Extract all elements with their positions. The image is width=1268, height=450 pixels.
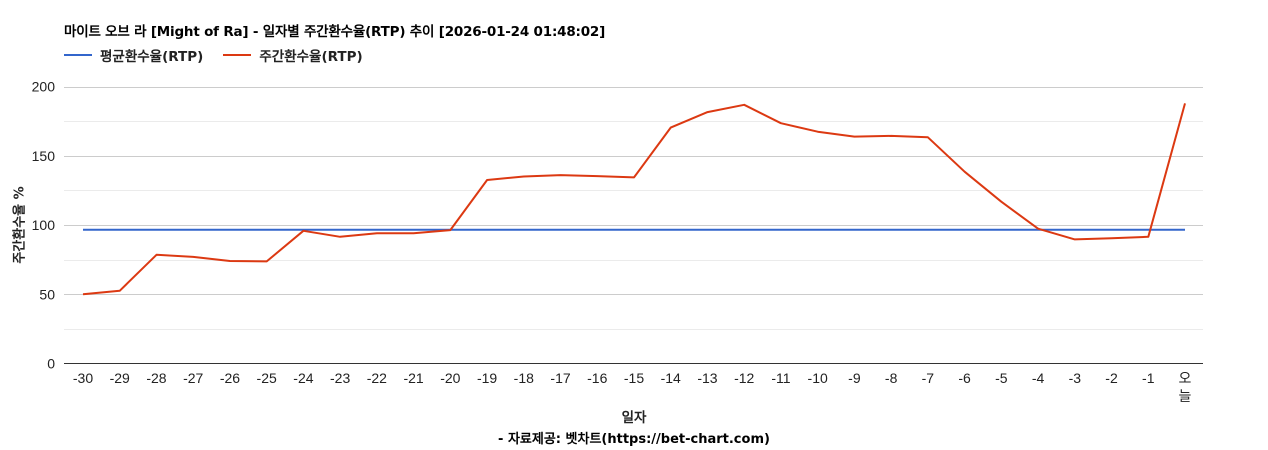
x-tick-label: -22 [367,370,387,386]
legend: 평균환수율(RTP) 주간환수율(RTP) [64,45,383,65]
x-tick-label: -27 [183,370,203,386]
x-tick-label: -10 [808,370,828,386]
x-axis-ticks: -30 -29 -28 -27 -26 -25 -24 -23 -22 -21 -20 -19 -18-… [73,370,1192,404]
x-tick-label: -23 [330,370,350,386]
x-axis-title-text: 일자 [621,410,647,426]
x-tick-label: -5 [995,370,1008,386]
y-axis-ticks: 0 50 100 150 200 [32,79,56,372]
legend-item-average-rtp[interactable]: 평균환수율(RTP) [64,45,203,65]
x-tick-label: -3 [1069,370,1082,386]
x-tick-label: -11 [771,370,790,386]
legend-swatch-weekly [223,54,252,56]
series-lines [82,103,1186,296]
x-tick-label: -25 [257,370,277,386]
x-tick-label: -6 [958,370,971,386]
x-tick-label: -17 [550,370,570,386]
x-tick-label: -21 [403,370,423,386]
x-tick-label: -20 [440,370,460,386]
x-tick-label: -19 [477,370,497,386]
x-tick-label: -24 [293,370,313,386]
weekly-rtp-line[interactable] [82,103,1186,296]
x-tick-label: 오 [1179,370,1192,386]
x-tick-label: -29 [110,370,130,386]
y-tick-label: 50 [39,286,55,302]
x-tick-label: -30 [73,370,93,386]
legend-swatch-average [64,54,92,56]
x-tick-label: -8 [885,370,898,386]
y-tick-label: 200 [32,79,56,95]
x-tick-label: -9 [848,370,861,386]
x-tick-label: -16 [587,370,607,386]
y-tick-label: 150 [32,148,56,164]
x-tick-label: -15 [624,370,644,386]
chart-title: 마이트 오브 라 [Might of Ra] - 일자별 주간환수율(RTP) … [64,24,606,40]
legend-item-weekly-rtp[interactable]: 주간환수율(RTP) [223,45,363,65]
y-tick-label: 0 [47,356,55,372]
x-tick-label: 늘 [1179,388,1192,404]
x-tick-label: -18 [514,370,534,386]
x-tick-label: -2 [1105,370,1118,386]
data-source-credit: - 자료제공: 벳차트(https://bet-chart.com) [498,432,770,447]
x-tick-label: -26 [220,370,240,386]
legend-label-average: 평균환수율(RTP) [100,49,204,65]
gridlines [64,87,1203,330]
x-tick-label: -28 [146,370,166,386]
x-axis-title: 일자 [0,406,1268,426]
x-tick-label: -13 [697,370,717,386]
x-tick-label: -1 [1142,370,1155,386]
x-tick-label: -7 [922,370,935,386]
x-tick-label: -14 [661,370,681,386]
legend-label-weekly: 주간환수율(RTP) [259,49,363,65]
x-tick-label: -12 [734,370,754,386]
x-tick-label: -4 [1032,370,1045,386]
y-tick-label: 100 [32,217,56,233]
